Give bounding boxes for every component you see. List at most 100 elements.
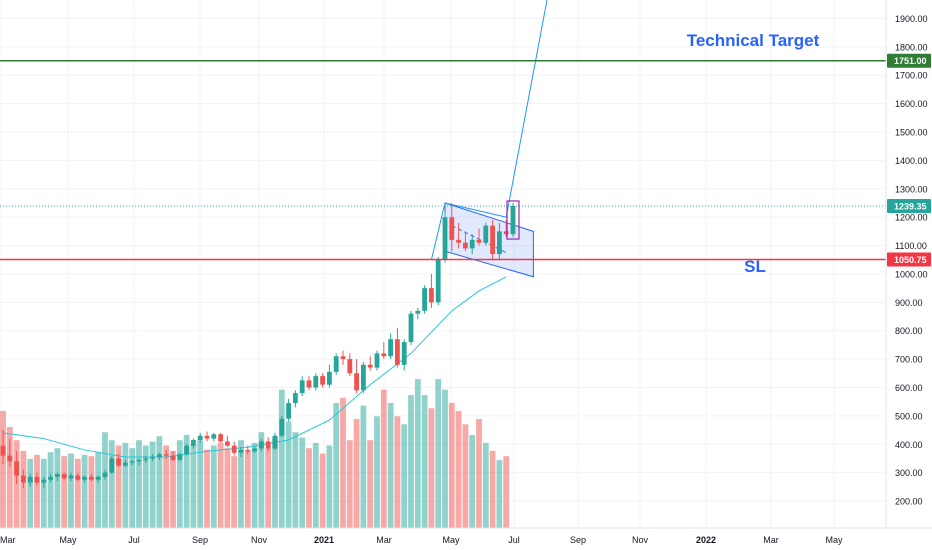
volume-bar xyxy=(115,445,122,528)
candle-body xyxy=(306,380,312,388)
y-tick-label: 200.00 xyxy=(895,497,923,507)
highlight-boxes xyxy=(506,200,520,240)
candle-body xyxy=(361,364,366,391)
candle-body xyxy=(279,418,285,436)
candle-body xyxy=(82,476,87,480)
volume-bar xyxy=(306,448,312,528)
channel-drawing xyxy=(430,0,548,278)
volume-bar xyxy=(163,445,170,528)
candle-body xyxy=(347,359,353,374)
candle-body xyxy=(231,445,237,453)
candle-body xyxy=(503,231,509,235)
candle-body xyxy=(490,225,495,255)
volume-bar xyxy=(170,450,176,528)
x-tick-label: Sep xyxy=(192,535,208,545)
candle-body xyxy=(415,310,421,314)
volume-bar xyxy=(95,452,102,528)
volume-bar xyxy=(224,448,231,528)
volume-bar xyxy=(387,402,394,528)
volume-bar xyxy=(340,397,346,528)
y-tick-label: 700.00 xyxy=(895,355,923,365)
candle-body xyxy=(435,259,441,303)
candle-body xyxy=(238,449,244,453)
volume-bar xyxy=(61,456,68,528)
last-price-tag xyxy=(887,198,931,213)
volume-bar xyxy=(231,456,238,528)
volume-bar xyxy=(156,436,163,528)
x-tick-label: Nov xyxy=(632,535,649,545)
volume-bar xyxy=(183,434,190,528)
candle-body xyxy=(41,479,47,483)
candle-body xyxy=(68,475,74,479)
volume-bar xyxy=(34,454,40,528)
candle-body xyxy=(129,461,135,463)
volume-bar xyxy=(380,389,387,528)
x-axis-background xyxy=(0,528,932,550)
candle-body xyxy=(510,205,516,235)
candle-body xyxy=(225,441,230,446)
volume-bar xyxy=(74,458,81,528)
candle-body xyxy=(476,239,482,243)
y-tick-label: 900.00 xyxy=(895,298,923,308)
candle-body xyxy=(354,373,359,391)
candle-body xyxy=(456,239,461,243)
volume-bar xyxy=(176,440,183,528)
volume-bar xyxy=(421,395,428,528)
candle-body xyxy=(259,441,264,449)
candle-body xyxy=(286,403,291,419)
volume-bar xyxy=(244,450,251,528)
target-projection-line xyxy=(430,0,548,260)
candle-body xyxy=(333,356,339,372)
volume-bar xyxy=(394,416,401,528)
x-tick-label: 2021 xyxy=(314,535,334,545)
candle-body xyxy=(48,476,53,480)
stop-loss-price-tag xyxy=(887,252,931,267)
x-tick-label: Jul xyxy=(508,535,520,545)
x-tick-label: Nov xyxy=(251,535,268,545)
candle-body xyxy=(272,435,278,449)
candle-body xyxy=(170,455,176,460)
candle-body xyxy=(55,474,60,477)
candle-body xyxy=(340,356,346,360)
sl-label: SL xyxy=(744,257,766,276)
candle-body xyxy=(320,376,325,385)
volume-bar xyxy=(312,442,319,528)
candle-body xyxy=(163,454,169,456)
last-candle-highlight xyxy=(506,200,520,240)
volume-bar xyxy=(265,448,272,528)
candle-body xyxy=(34,476,40,483)
candle-body xyxy=(191,440,196,446)
x-tick-label: Mar xyxy=(763,535,779,545)
candle-body xyxy=(95,476,101,480)
candle-body xyxy=(0,445,6,456)
y-axis[interactable]: 200.00 300.00 400.00 500.00 600.00 700.00 800.… xyxy=(885,0,932,528)
candle-body xyxy=(150,457,155,459)
candle-body xyxy=(449,217,455,240)
volume-bar xyxy=(129,448,136,528)
volume-bar xyxy=(13,440,20,528)
x-axis[interactable]: Mar May Jul Sep Nov 2021 Mar May Jul Sep Nov 2022 Ma… xyxy=(0,527,932,550)
volume-bar xyxy=(469,434,476,528)
y-tick-label: 800.00 xyxy=(895,326,923,336)
volume-bar xyxy=(40,458,47,528)
candle-body xyxy=(497,231,502,255)
candle-body xyxy=(143,458,149,460)
volume-bar xyxy=(489,450,496,528)
candle-body xyxy=(463,242,468,249)
y-tick-label: 600.00 xyxy=(895,383,923,393)
volume-bar xyxy=(326,445,333,528)
candle-body xyxy=(381,353,387,357)
technical-target-label: Technical Target xyxy=(687,31,820,50)
candle-body xyxy=(89,476,94,480)
volume-bar xyxy=(6,426,13,528)
volume-bar xyxy=(27,458,34,528)
y-tick-label: 1400.00 xyxy=(895,156,928,166)
price-levels xyxy=(0,59,886,261)
volume-bar xyxy=(285,421,292,528)
x-tick-label: Mar xyxy=(0,535,16,545)
candle-body xyxy=(7,455,13,462)
volume-bar xyxy=(272,437,278,528)
candle-body xyxy=(184,445,189,455)
candle-body xyxy=(75,475,81,480)
